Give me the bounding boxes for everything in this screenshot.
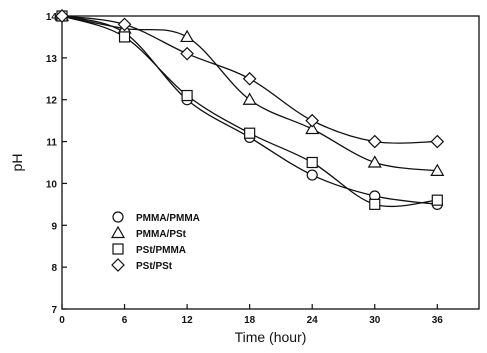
legend-marker-triangle (110, 225, 126, 239)
y-tick-label: 11 (46, 138, 57, 149)
ticks: 0 6 12 18 24 30 36 7 8 9 10 11 12 13 14 (46, 12, 443, 326)
data-point-square (181, 89, 193, 102)
data-point-circle (306, 169, 318, 181)
data-point-square (431, 194, 443, 206)
legend-marker-diamond (111, 258, 125, 272)
y-tick-label: 7 (51, 305, 57, 316)
data-point-triangle (180, 29, 195, 43)
x-tick-label: 24 (307, 315, 319, 326)
y-tick-label: 12 (46, 96, 58, 107)
series-markers (54, 8, 445, 210)
x-tick-label: 0 (59, 315, 65, 326)
data-point-triangle (305, 121, 320, 135)
data-point-square (244, 127, 256, 139)
data-point-diamond (117, 17, 132, 32)
data-point-triangle (430, 163, 445, 176)
axes (61, 15, 480, 310)
data-point-diamond (305, 113, 320, 128)
data-point-diamond (242, 71, 257, 86)
series-line-square (61, 15, 438, 208)
x-tick-label: 6 (122, 315, 128, 326)
data-point-square (306, 156, 318, 169)
legend-marker-circle (112, 211, 124, 223)
legend: PMMA/PMMA PMMA/PSt PSt/PMMA PSt/PSt (110, 211, 200, 272)
data-point-triangle (367, 155, 382, 168)
x-tick-label: 12 (182, 315, 194, 326)
legend-label: PSt/PSt (136, 261, 173, 272)
series-lines (61, 15, 438, 208)
data-point-triangle (242, 92, 257, 105)
y-tick-label: 8 (51, 263, 57, 274)
data-point-diamond (55, 9, 69, 23)
legend-label: PMMA/PSt (136, 229, 187, 240)
y-tick-label: 14 (46, 12, 58, 23)
legend-marker-square (112, 243, 124, 255)
data-point-square (118, 31, 131, 43)
x-axis-label: Time (hour) (235, 329, 307, 345)
data-point-diamond (430, 134, 445, 149)
x-tick-label: 36 (432, 315, 444, 326)
x-tick-label: 18 (244, 315, 256, 326)
x-tick-label: 30 (369, 315, 381, 326)
data-point-diamond (367, 134, 382, 149)
y-tick-label: 13 (46, 54, 58, 65)
legend-label: PSt/PMMA (136, 245, 186, 256)
y-axis-label: pH (9, 154, 25, 172)
series-line-circle (61, 15, 438, 206)
data-point-square (369, 198, 381, 210)
data-point-diamond (180, 46, 194, 61)
plot-frame (61, 15, 480, 310)
y-tick-label: 10 (46, 179, 58, 190)
y-tick-label: 9 (51, 221, 57, 232)
legend-label: PMMA/PMMA (136, 213, 200, 224)
